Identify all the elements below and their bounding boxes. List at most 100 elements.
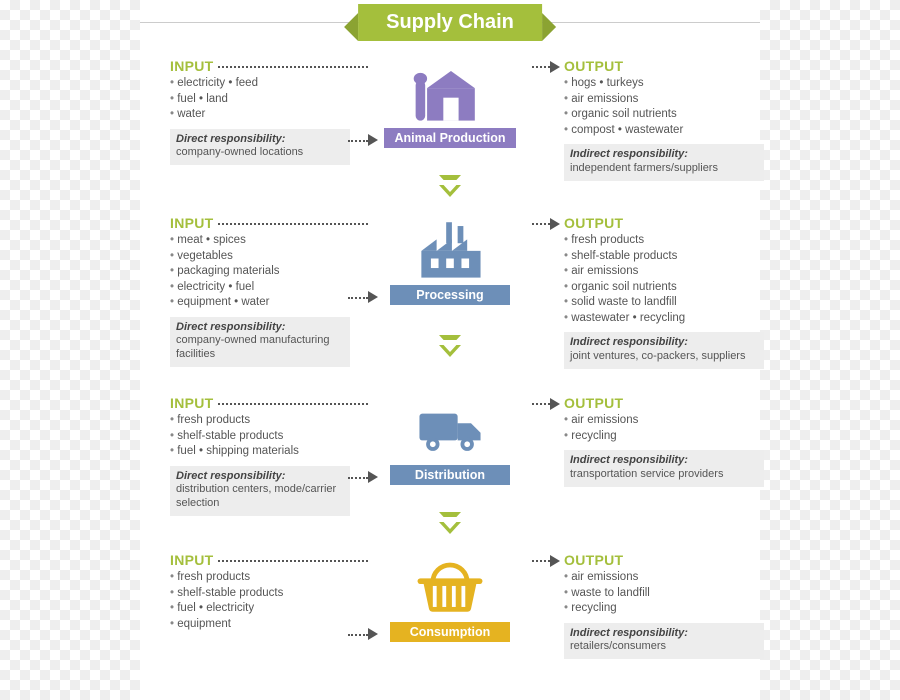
title-ribbon: Supply Chain	[358, 4, 542, 41]
direct-responsibility: Direct responsibility:distribution cente…	[170, 466, 350, 516]
output-item: hogs • turkeys	[564, 76, 764, 92]
output-item: recycling	[564, 429, 764, 445]
stage-node: Animal Production	[375, 54, 525, 148]
flow-chevron-icon	[439, 185, 461, 197]
input-list: meat • spicesvegetablespackaging materia…	[170, 233, 350, 311]
arrow-input	[368, 471, 378, 483]
output-list: air emissionsrecycling	[564, 413, 764, 444]
output-list: hogs • turkeysair emissionsorganic soil …	[564, 76, 764, 138]
barn-icon	[375, 54, 525, 124]
direct-label: Direct responsibility:	[176, 133, 344, 147]
flow-chevron-icon	[439, 345, 461, 357]
output-list: air emissionswaste to landfillrecycling	[564, 570, 764, 617]
input-block: INPUTmeat • spicesvegetablespackaging ma…	[170, 215, 350, 367]
output-header: OUTPUT	[564, 58, 764, 74]
arrow-output	[550, 398, 560, 410]
indirect-responsibility: Indirect responsibility:independent farm…	[564, 144, 764, 181]
input-item: fresh products	[170, 413, 350, 429]
input-list: fresh productsshelf-stable productsfuel …	[170, 413, 350, 460]
indirect-responsibility: Indirect responsibility:transportation s…	[564, 450, 764, 487]
stage-label: Distribution	[390, 465, 510, 485]
output-item: air emissions	[564, 413, 764, 429]
input-list: electricity • feedfuel • landwater	[170, 76, 350, 123]
input-item: meat • spices	[170, 233, 350, 249]
input-item: packaging materials	[170, 264, 350, 280]
input-item: equipment	[170, 617, 350, 633]
arrow-input	[368, 628, 378, 640]
stage-node: Consumption	[375, 548, 525, 642]
basket-icon	[375, 548, 525, 618]
connector-output	[532, 66, 550, 68]
output-block: OUTPUTfresh productsshelf-stable product…	[564, 215, 764, 369]
direct-text: distribution centers, mode/carrier selec…	[176, 483, 336, 509]
direct-label: Direct responsibility:	[176, 321, 344, 335]
output-list: fresh productsshelf-stable productsair e…	[564, 233, 764, 326]
connector-input	[218, 403, 368, 405]
arrow-output	[550, 61, 560, 73]
indirect-responsibility: Indirect responsibility:joint ventures, …	[564, 332, 764, 369]
output-item: solid waste to landfill	[564, 295, 764, 311]
output-block: OUTPUT air emissionswaste to landfillrecy…	[564, 552, 764, 659]
output-item: organic soil nutrients	[564, 280, 764, 296]
stage-label: Consumption	[390, 622, 510, 642]
output-item: shelf-stable products	[564, 249, 764, 265]
output-item: organic soil nutrients	[564, 107, 764, 123]
stage-label: Processing	[390, 285, 510, 305]
indirect-label: Indirect responsibility:	[570, 627, 758, 641]
output-item: compost • wastewater	[564, 123, 764, 139]
connector-input-node	[348, 297, 368, 299]
output-item: waste to landfill	[564, 586, 764, 602]
input-item: fuel • land	[170, 92, 350, 108]
truck-icon	[375, 391, 525, 461]
input-item: water	[170, 107, 350, 123]
arrow-output	[550, 218, 560, 230]
output-item: air emissions	[564, 92, 764, 108]
input-block: INPUTfresh productsshelf-stable products…	[170, 552, 350, 632]
indirect-label: Indirect responsibility:	[570, 454, 758, 468]
input-item: electricity • fuel	[170, 280, 350, 296]
output-item: air emissions	[564, 264, 764, 280]
input-item: fuel • shipping materials	[170, 444, 350, 460]
input-item: shelf-stable products	[170, 429, 350, 445]
arrow-input	[368, 134, 378, 146]
connector-input	[218, 560, 368, 562]
indirect-text: joint ventures, co-packers, suppliers	[570, 350, 745, 362]
connector-input	[218, 223, 368, 225]
indirect-label: Indirect responsibility:	[570, 148, 758, 162]
connector-input-node	[348, 634, 368, 636]
direct-responsibility: Direct responsibility:company-owned loca…	[170, 129, 350, 166]
connector-input-node	[348, 140, 368, 142]
direct-label: Direct responsibility:	[176, 470, 344, 484]
indirect-text: transportation service providers	[570, 468, 723, 480]
output-item: wastewater • recycling	[564, 311, 764, 327]
input-item: shelf-stable products	[170, 586, 350, 602]
input-block: INPUTfresh productsshelf-stable products…	[170, 395, 350, 516]
output-item: air emissions	[564, 570, 764, 586]
direct-text: company-owned locations	[176, 146, 303, 158]
stage-node: Processing	[375, 211, 525, 305]
output-header: OUTPUT	[564, 395, 764, 411]
indirect-responsibility: Indirect responsibility:retailers/consum…	[564, 623, 764, 660]
connector-output	[532, 403, 550, 405]
output-block: OUTPUT hogs • turkeysair emissionsorganic…	[564, 58, 764, 181]
input-item: equipment • water	[170, 295, 350, 311]
input-item: electricity • feed	[170, 76, 350, 92]
factory-icon	[375, 211, 525, 281]
arrow-input	[368, 291, 378, 303]
indirect-text: retailers/consumers	[570, 640, 666, 652]
output-item: fresh products	[564, 233, 764, 249]
input-item: fuel • electricity	[170, 601, 350, 617]
direct-text: company-owned manufacturing facilities	[176, 334, 329, 360]
output-header: OUTPUT	[564, 552, 764, 568]
connector-input	[218, 66, 368, 68]
connector-output	[532, 560, 550, 562]
input-item: vegetables	[170, 249, 350, 265]
arrow-output	[550, 555, 560, 567]
output-block: OUTPUT air emissionsrecycling Indirect res…	[564, 395, 764, 487]
indirect-label: Indirect responsibility:	[570, 336, 758, 350]
flow-chevron-icon	[439, 522, 461, 534]
direct-responsibility: Direct responsibility:company-owned manu…	[170, 317, 350, 367]
input-block: INPUTelectricity • feedfuel • landwaterD…	[170, 58, 350, 165]
input-item: fresh products	[170, 570, 350, 586]
input-list: fresh productsshelf-stable productsfuel …	[170, 570, 350, 632]
